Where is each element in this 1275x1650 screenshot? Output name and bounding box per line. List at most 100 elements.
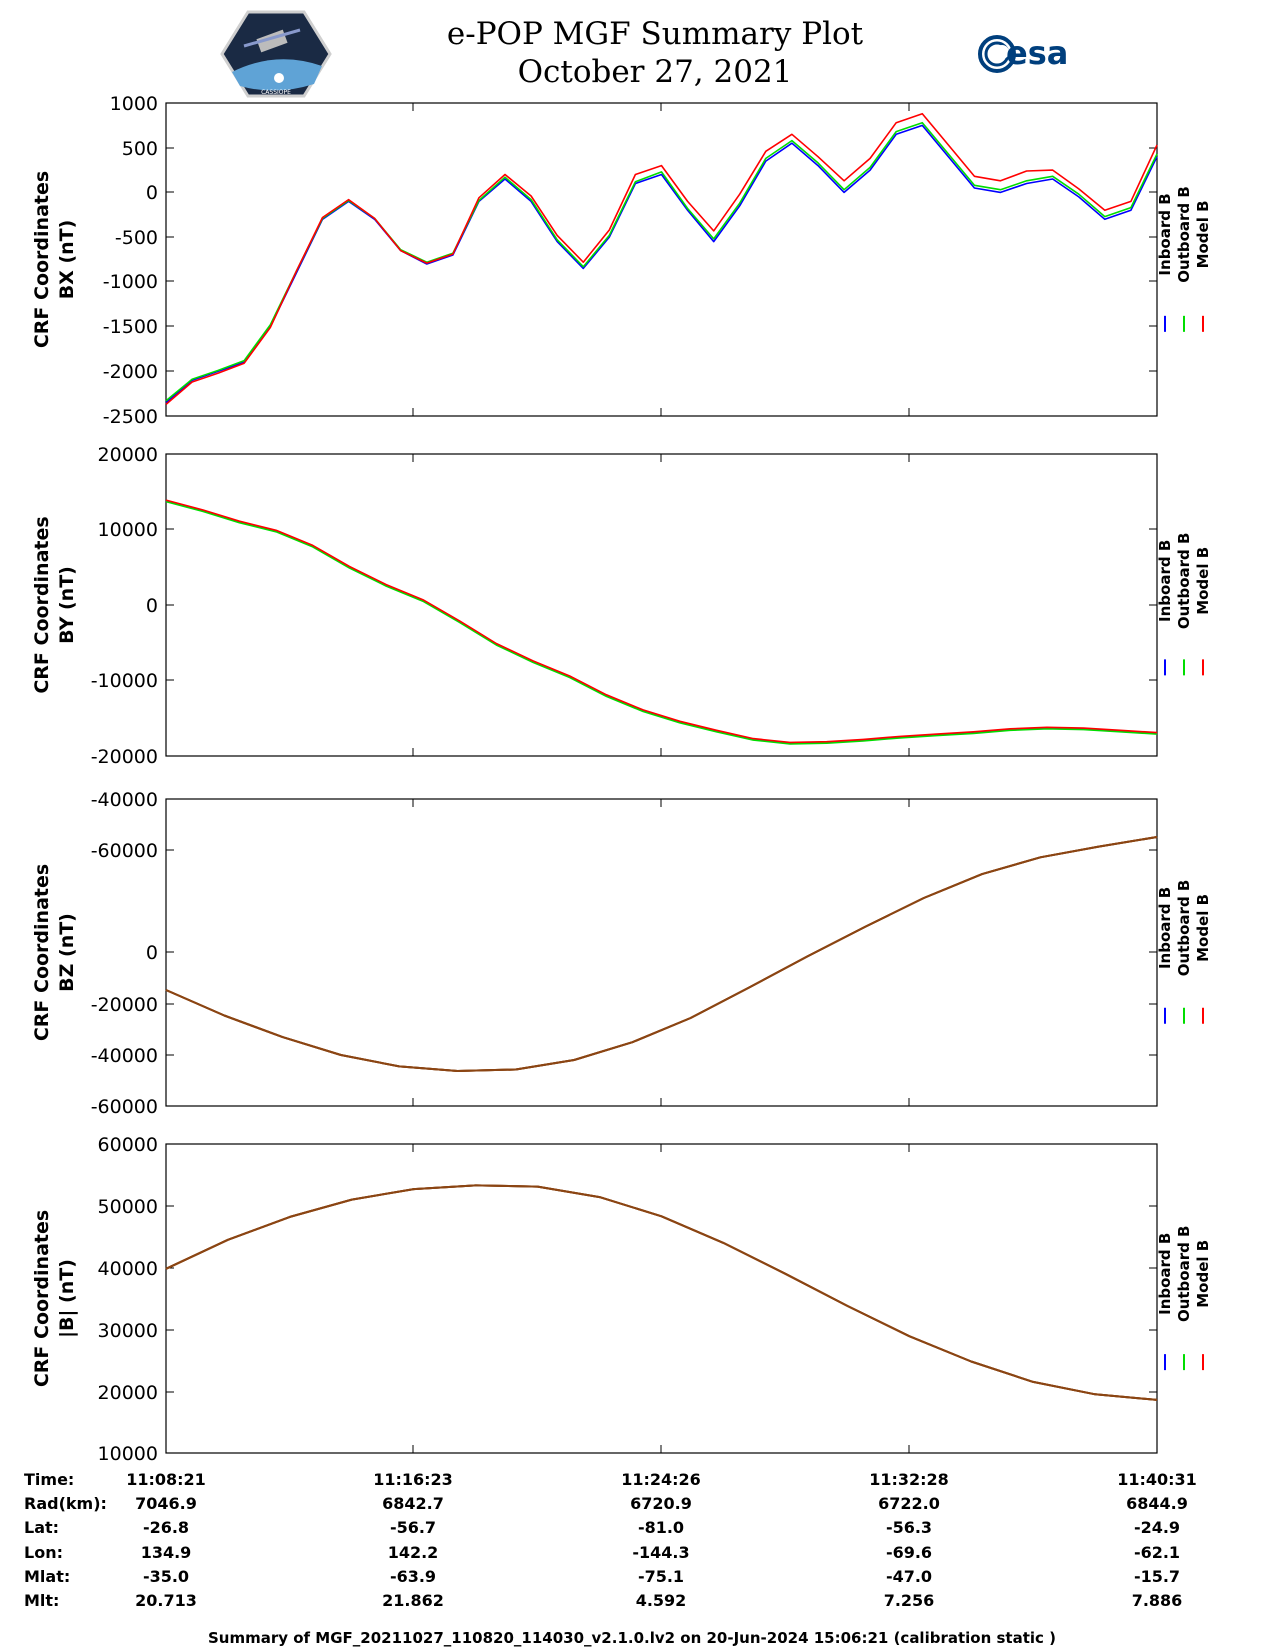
legend-label-model-b: Model B — [1194, 1240, 1212, 1308]
y-axis-label-top: CRF Coordinates — [31, 516, 53, 693]
y-tick-label: 40000 — [98, 1258, 158, 1280]
info-cell: -144.3 — [632, 1543, 689, 1562]
info-cell: -63.9 — [390, 1567, 436, 1586]
cassiope-logo-text: CASSIOPE — [261, 89, 291, 96]
cassiope-satellite-logo: CASSIOPE — [220, 10, 332, 98]
y-tick-label: 20000 — [98, 444, 158, 466]
series-line-model-b — [165, 499, 1158, 744]
y-tick-label: 0 — [146, 182, 158, 204]
info-cell: -56.7 — [390, 1518, 436, 1537]
info-cell: 21.862 — [382, 1591, 444, 1610]
series-line-inboard-b — [165, 1184, 1158, 1401]
y-axis-label-bottom: BZ (nT) — [56, 913, 78, 992]
series-line-model-b — [165, 112, 1158, 406]
panel-frame — [165, 798, 1158, 1107]
panel-frame — [165, 102, 1158, 417]
footer-summary: Summary of MGF_20211027_110820_114030_v2… — [208, 1629, 1056, 1647]
info-cell: 7.886 — [1132, 1591, 1183, 1610]
esa-logo: esa — [978, 34, 1068, 73]
info-cell: -69.6 — [886, 1543, 932, 1562]
y-tick-label: 0 — [146, 942, 158, 964]
info-row-label: Lat: — [24, 1518, 59, 1537]
y-tick-label: 0 — [146, 595, 158, 617]
y-axis-label-top: CRF Coordinates — [31, 864, 53, 1041]
info-cell: -62.1 — [1134, 1543, 1180, 1562]
info-cell: -35.0 — [143, 1567, 189, 1586]
info-row-label: Lon: — [24, 1543, 63, 1562]
y-axis-label-bottom: BX (nT) — [56, 220, 78, 300]
y-tick-label: 50000 — [98, 1196, 158, 1218]
legend-label-inboard-b: Inboard B — [1156, 540, 1174, 622]
info-row-label: Mlat: — [24, 1567, 70, 1586]
info-cell: 7.256 — [884, 1591, 935, 1610]
info-cell: 11:40:31 — [1117, 1470, 1197, 1489]
y-axis-label-bottom: |B| (nT) — [56, 1259, 78, 1338]
info-cell: 11:32:28 — [869, 1470, 949, 1489]
plot-title: e-POP MGF Summary Plot — [447, 16, 864, 52]
y-tick-label: 10000 — [98, 1443, 158, 1465]
legend-label-inboard-b: Inboard B — [1156, 1233, 1174, 1315]
y-tick-label: -60000 — [91, 1096, 158, 1118]
x-axis-info-table: Time: Rad(km): Lat: Lon: Mlat: Mlt: 11:08:21 70… — [24, 1470, 1197, 1610]
legend-label-outboard-b: Outboard B — [1175, 1225, 1193, 1322]
info-cell: 6720.9 — [630, 1494, 692, 1513]
y-tick-label: 500 — [122, 138, 158, 160]
panel-frame — [165, 1143, 1158, 1454]
y-axis-label-top: CRF Coordinates — [31, 1210, 53, 1387]
panel-frame — [165, 453, 1158, 757]
legend-label-outboard-b: Outboard B — [1175, 533, 1193, 630]
info-cell: 7046.9 — [135, 1494, 197, 1513]
info-row-label: Mlt: — [24, 1591, 59, 1610]
legend-label-model-b: Model B — [1194, 547, 1212, 615]
series-line-model-b — [165, 836, 1158, 1072]
legend-label-inboard-b: Inboard B — [1156, 887, 1174, 969]
panels-group: 1000 500 0 -500 -1000 -1500 -2000 -2500 CRF Coor… — [31, 93, 1212, 1465]
y-tick-label: 1000 — [110, 93, 158, 115]
y-tick-label: -1500 — [103, 316, 158, 338]
info-cell: -47.0 — [886, 1567, 932, 1586]
info-row-label: Time: — [24, 1470, 74, 1489]
y-tick-label: -10000 — [91, 670, 158, 692]
y-tick-label: -2500 — [103, 406, 158, 428]
info-cell: -24.9 — [1134, 1518, 1180, 1537]
info-cell: -56.3 — [886, 1518, 932, 1537]
series-line-inboard-b — [165, 836, 1158, 1072]
series-line-model-b — [165, 1184, 1158, 1401]
panel-4: 60000 50000 40000 30000 20000 10000 CRF Coordi… — [31, 1134, 1212, 1465]
plot-date: October 27, 2021 — [518, 54, 793, 90]
info-cell: -26.8 — [143, 1518, 189, 1537]
legend-label-model-b: Model B — [1194, 894, 1212, 962]
info-cell: 6722.0 — [878, 1494, 940, 1513]
esa-logo-text: esa — [1006, 34, 1068, 72]
series-line-inboard-b — [165, 124, 1158, 404]
y-tick-label: -60000 — [91, 840, 158, 862]
y-tick-label: 10000 — [98, 519, 158, 541]
y-tick-label: 30000 — [98, 1320, 158, 1342]
info-cell: -81.0 — [638, 1518, 684, 1537]
info-cell: 6842.7 — [382, 1494, 444, 1513]
info-cell: 4.592 — [636, 1591, 687, 1610]
info-cell: 11:24:26 — [621, 1470, 701, 1489]
series-line-outboard-b — [165, 836, 1158, 1072]
y-tick-label: -20000 — [91, 994, 158, 1016]
info-cell: 6844.9 — [1126, 1494, 1188, 1513]
y-tick-label: -500 — [115, 227, 158, 249]
y-axis-label-bottom: BY (nT) — [56, 566, 78, 644]
panel-3: -40000 -60000 0 -20000 -40000 -60000 CRF Coord… — [31, 789, 1212, 1118]
info-cell: 134.9 — [141, 1543, 192, 1562]
legend-label-inboard-b: Inboard B — [1156, 193, 1174, 275]
y-tick-label: -40000 — [91, 789, 158, 811]
y-tick-label: 20000 — [98, 1382, 158, 1404]
info-cell: 11:08:21 — [126, 1470, 206, 1489]
y-tick-label: -1000 — [103, 271, 158, 293]
info-cell: -15.7 — [1134, 1567, 1180, 1586]
series-line-outboard-b — [165, 500, 1158, 745]
legend-label-outboard-b: Outboard B — [1175, 186, 1193, 283]
y-axis-label-top: CRF Coordinates — [31, 171, 53, 348]
y-tick-label: 60000 — [98, 1134, 158, 1156]
y-tick-label: -2000 — [103, 361, 158, 383]
info-row-label: Rad(km): — [24, 1494, 107, 1513]
series-line-outboard-b — [165, 121, 1158, 402]
info-cell: -75.1 — [638, 1567, 684, 1586]
